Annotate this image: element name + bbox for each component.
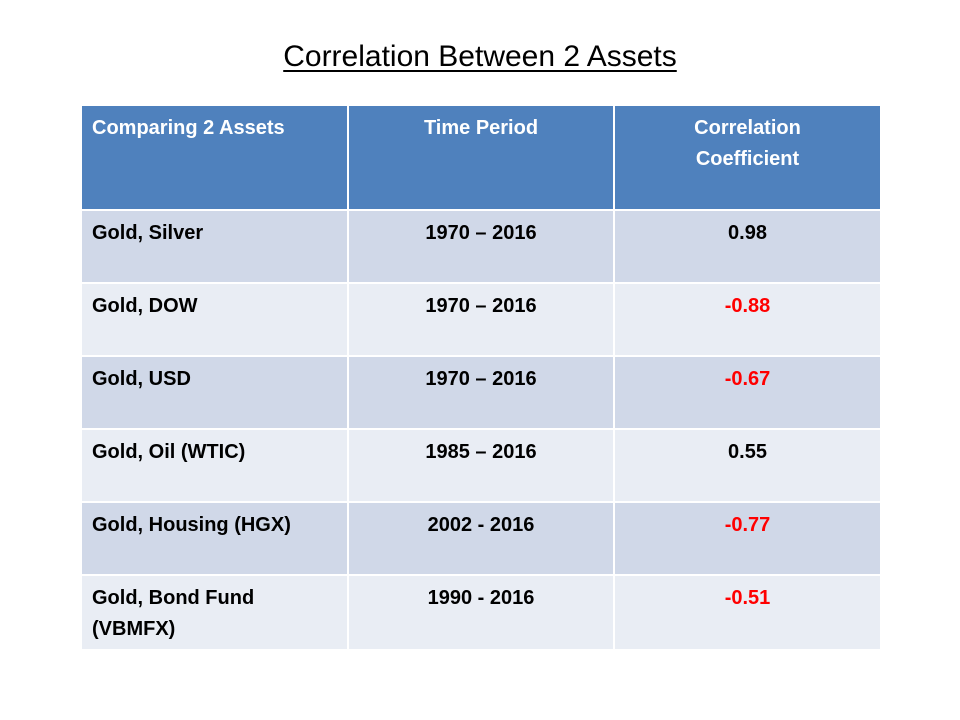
table-row: Gold, Bond Fund (VBMFX) 1990 - 2016 -0.5… — [80, 574, 882, 651]
coefficient-cell: -0.51 — [613, 574, 882, 651]
coefficient-cell: 0.98 — [613, 209, 882, 284]
table-row: Gold, DOW 1970 – 2016 -0.88 — [80, 282, 882, 357]
coefficient-cell: -0.67 — [613, 355, 882, 430]
asset-pair-cell: Gold, USD — [80, 355, 349, 430]
asset-pair-cell: Gold, DOW — [80, 282, 349, 357]
header-time-period: Time Period — [347, 104, 615, 211]
asset-pair-cell: Gold, Oil (WTIC) — [80, 428, 349, 503]
time-period-cell: 1970 – 2016 — [347, 209, 615, 284]
asset-pair-cell: Gold, Bond Fund (VBMFX) — [80, 574, 349, 651]
table-header-row: Comparing 2 Assets Time Period Correlati… — [80, 104, 882, 211]
time-period-cell: 1970 – 2016 — [347, 282, 615, 357]
header-correlation-coefficient-text: Correlation Coefficient — [694, 117, 801, 170]
table-row: Gold, Oil (WTIC) 1985 – 2016 0.55 — [80, 428, 882, 503]
time-period-cell: 1990 - 2016 — [347, 574, 615, 651]
coefficient-cell: -0.88 — [613, 282, 882, 357]
table-row: Gold, Silver 1970 – 2016 0.98 — [80, 209, 882, 284]
coefficient-cell: -0.77 — [613, 501, 882, 576]
time-period-cell: 1985 – 2016 — [347, 428, 615, 503]
correlation-table: Comparing 2 Assets Time Period Correlati… — [80, 104, 882, 651]
header-comparing-assets: Comparing 2 Assets — [80, 104, 349, 211]
coefficient-cell: 0.55 — [613, 428, 882, 503]
table-row: Gold, USD 1970 – 2016 -0.67 — [80, 355, 882, 430]
asset-pair-cell: Gold, Housing (HGX) — [80, 501, 349, 576]
table-row: Gold, Housing (HGX) 2002 - 2016 -0.77 — [80, 501, 882, 576]
asset-pair-cell: Gold, Silver — [80, 209, 349, 284]
time-period-cell: 2002 - 2016 — [347, 501, 615, 576]
slide-title: Correlation Between 2 Assets — [283, 40, 677, 73]
time-period-cell: 1970 – 2016 — [347, 355, 615, 430]
header-correlation-coefficient: Correlation Coefficient — [613, 104, 882, 211]
